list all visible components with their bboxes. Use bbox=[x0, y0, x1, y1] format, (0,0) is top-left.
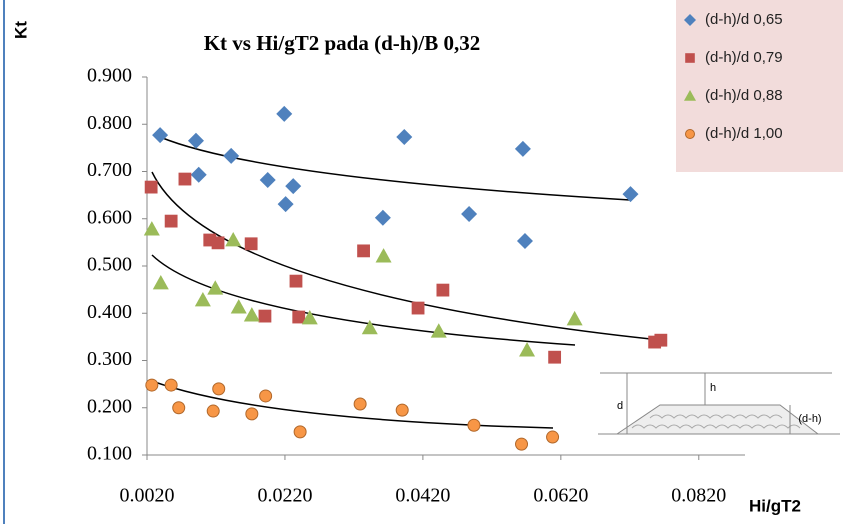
point bbox=[143, 221, 160, 236]
point bbox=[519, 342, 536, 357]
point bbox=[225, 232, 242, 247]
trend-line bbox=[159, 136, 631, 201]
point bbox=[357, 244, 370, 258]
x-tick-label: 0.0420 bbox=[395, 485, 450, 507]
point bbox=[230, 299, 247, 314]
point bbox=[244, 237, 258, 251]
point bbox=[223, 147, 240, 164]
y-tick-label: 0.400 bbox=[87, 301, 132, 323]
y-tick-label: 0.300 bbox=[87, 348, 132, 370]
point bbox=[285, 178, 302, 195]
y-tick-label: 0.900 bbox=[87, 65, 132, 87]
inset-stones bbox=[631, 414, 801, 429]
point bbox=[436, 283, 450, 297]
point bbox=[152, 127, 169, 144]
x-tick-label: 0.0220 bbox=[257, 485, 312, 507]
inset-label: (d-h) bbox=[798, 413, 821, 425]
point bbox=[276, 105, 293, 122]
y-tick-label: 0.700 bbox=[87, 159, 132, 181]
point bbox=[467, 418, 481, 432]
point bbox=[396, 129, 413, 146]
point bbox=[207, 280, 224, 295]
x-tick-label: 0.0620 bbox=[533, 485, 588, 507]
y-tick-label: 0.600 bbox=[87, 206, 132, 228]
point bbox=[164, 214, 178, 228]
point bbox=[145, 378, 159, 392]
point bbox=[212, 382, 226, 396]
point bbox=[461, 206, 478, 223]
point bbox=[152, 275, 169, 290]
point bbox=[361, 319, 378, 335]
point bbox=[622, 186, 639, 203]
legend-label: (d-h)/d 0,79 bbox=[705, 49, 783, 66]
legend-label: (d-h)/d 0,65 bbox=[705, 11, 783, 28]
point bbox=[301, 309, 318, 325]
point bbox=[516, 232, 533, 249]
y-tick-label: 0.500 bbox=[87, 254, 132, 276]
point bbox=[187, 132, 204, 149]
legend-marker bbox=[684, 14, 696, 26]
point bbox=[206, 404, 220, 418]
y-tick-label: 0.800 bbox=[87, 112, 132, 134]
point bbox=[374, 209, 391, 226]
y-tick-label: 0.200 bbox=[87, 395, 132, 417]
legend-marker bbox=[684, 90, 696, 101]
point bbox=[430, 323, 447, 338]
legend-marker bbox=[685, 129, 695, 139]
inset-diagram: d h (d-h) bbox=[596, 366, 843, 442]
x-tick-label: 0.0020 bbox=[120, 485, 175, 507]
trend-line bbox=[151, 171, 661, 341]
point bbox=[353, 397, 367, 411]
point bbox=[293, 425, 307, 439]
inset-label: d bbox=[617, 400, 623, 412]
point bbox=[178, 172, 192, 186]
point bbox=[289, 274, 303, 288]
point bbox=[243, 307, 260, 322]
point bbox=[395, 403, 409, 417]
legend-box bbox=[676, 0, 843, 172]
chart-title: Kt vs Hi/gT2 pada (d-h)/B 0,32 bbox=[204, 31, 481, 55]
point bbox=[411, 301, 425, 315]
point bbox=[144, 180, 158, 194]
point bbox=[258, 309, 272, 323]
point bbox=[375, 248, 392, 263]
point bbox=[259, 172, 276, 189]
x-tick-label: 0.0820 bbox=[671, 485, 726, 507]
legend-label: (d-h)/d 1,00 bbox=[705, 125, 783, 142]
point bbox=[515, 437, 529, 451]
y-axis-label: Kt bbox=[11, 21, 30, 39]
point bbox=[548, 350, 562, 364]
x-axis-label: Hi/gT2 bbox=[749, 496, 801, 515]
trend-lines bbox=[151, 136, 661, 429]
point bbox=[277, 196, 294, 213]
point bbox=[292, 310, 306, 324]
y-tick-label: 0.100 bbox=[87, 443, 132, 465]
point bbox=[566, 310, 583, 326]
point bbox=[546, 430, 560, 444]
point bbox=[194, 292, 211, 307]
point bbox=[654, 333, 668, 347]
legend-label: (d-h)/d 0,88 bbox=[705, 87, 783, 104]
point bbox=[164, 378, 178, 392]
point bbox=[514, 140, 531, 157]
inset-label: h bbox=[710, 382, 716, 394]
point bbox=[172, 401, 186, 415]
point bbox=[245, 407, 259, 421]
point bbox=[190, 166, 207, 183]
trend-line bbox=[151, 254, 576, 346]
point bbox=[259, 389, 273, 403]
point bbox=[211, 236, 225, 250]
legend-marker bbox=[685, 53, 695, 63]
trend-line bbox=[151, 380, 554, 429]
